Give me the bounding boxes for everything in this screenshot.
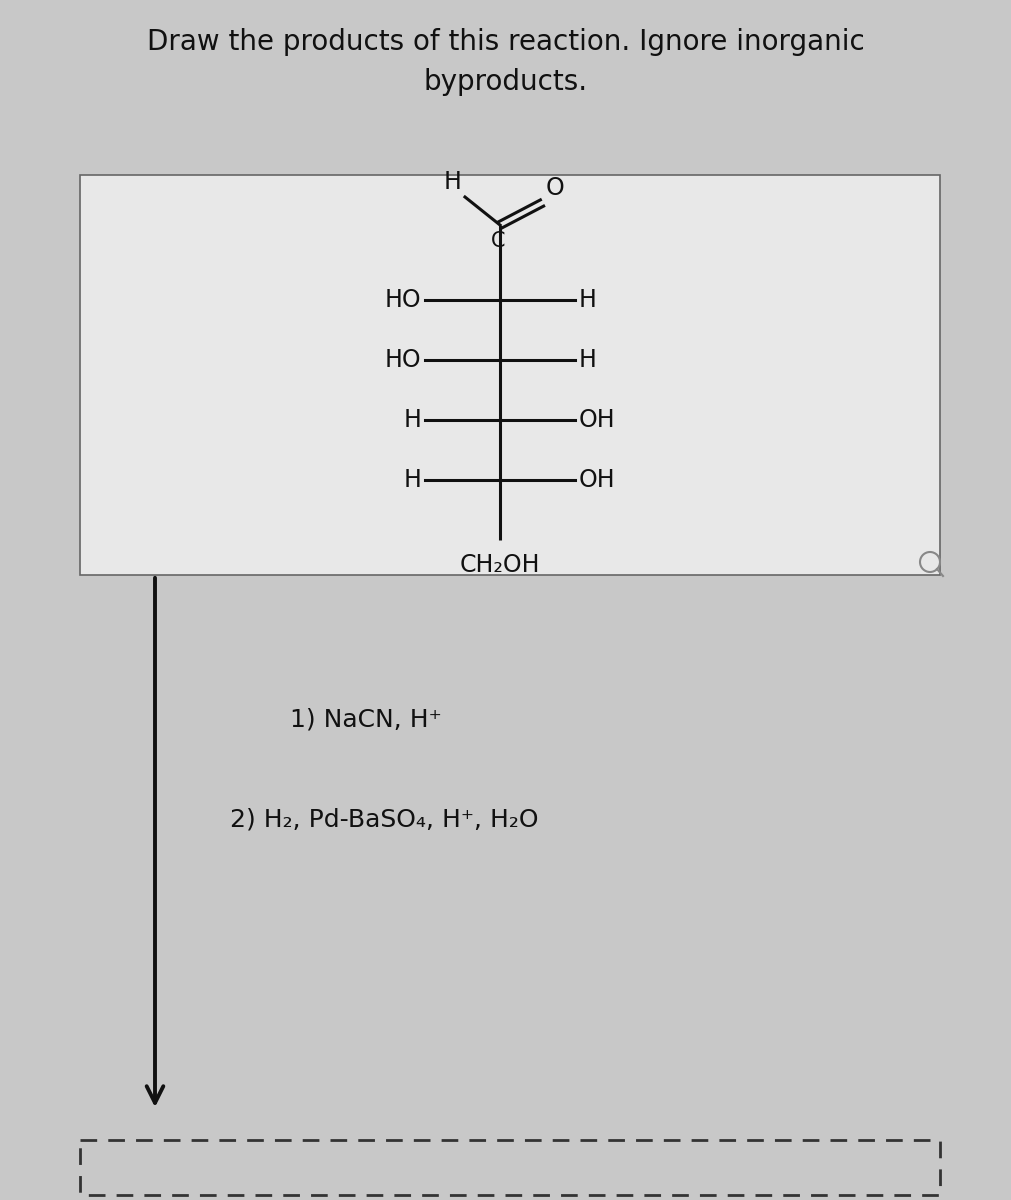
Text: O: O — [546, 176, 564, 200]
Text: H: H — [443, 170, 461, 194]
Text: H: H — [402, 468, 421, 492]
Text: H: H — [402, 408, 421, 432]
Text: byproducts.: byproducts. — [424, 68, 587, 96]
Text: 1) NaCN, H⁺: 1) NaCN, H⁺ — [290, 708, 442, 732]
Text: CH₂OH: CH₂OH — [459, 553, 540, 577]
Text: H: H — [578, 348, 596, 372]
Text: C: C — [490, 230, 504, 251]
Text: H: H — [578, 288, 596, 312]
Text: HO: HO — [384, 288, 421, 312]
Text: 2) H₂, Pd-BaSO₄, H⁺, H₂O: 2) H₂, Pd-BaSO₄, H⁺, H₂O — [229, 808, 538, 832]
Text: Draw the products of this reaction. Ignore inorganic: Draw the products of this reaction. Igno… — [147, 28, 864, 56]
Bar — [80, 175, 939, 575]
Text: HO: HO — [384, 348, 421, 372]
Bar — [80, 1140, 939, 1195]
Text: OH: OH — [578, 408, 615, 432]
Text: OH: OH — [578, 468, 615, 492]
